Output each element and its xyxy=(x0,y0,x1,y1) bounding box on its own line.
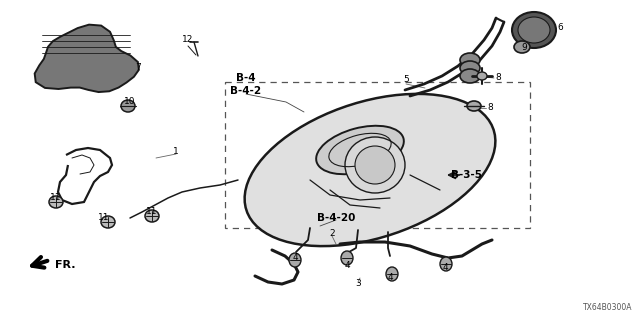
Text: 4: 4 xyxy=(442,263,448,273)
Text: 4: 4 xyxy=(344,260,350,269)
Text: 8: 8 xyxy=(487,103,493,113)
Ellipse shape xyxy=(514,41,530,53)
Ellipse shape xyxy=(460,53,480,67)
Ellipse shape xyxy=(145,210,159,222)
Text: 10: 10 xyxy=(124,98,136,107)
Text: 3: 3 xyxy=(355,279,361,289)
Ellipse shape xyxy=(477,72,487,80)
Ellipse shape xyxy=(345,137,405,193)
Ellipse shape xyxy=(341,251,353,265)
Text: B-4: B-4 xyxy=(236,73,256,83)
Ellipse shape xyxy=(49,196,63,208)
Text: 11: 11 xyxy=(147,207,157,217)
Text: 9: 9 xyxy=(521,44,527,52)
Text: 6: 6 xyxy=(557,23,563,33)
Ellipse shape xyxy=(460,61,480,75)
Text: 8: 8 xyxy=(495,74,501,83)
Polygon shape xyxy=(35,25,139,92)
Text: 2: 2 xyxy=(329,229,335,238)
Text: 7: 7 xyxy=(135,63,141,73)
Ellipse shape xyxy=(101,216,115,228)
Text: 4: 4 xyxy=(292,253,298,262)
Text: 11: 11 xyxy=(51,194,61,203)
Ellipse shape xyxy=(460,69,480,83)
Ellipse shape xyxy=(289,253,301,267)
Ellipse shape xyxy=(440,257,452,271)
Text: 12: 12 xyxy=(182,36,194,44)
Ellipse shape xyxy=(518,17,550,43)
Text: B-3-5: B-3-5 xyxy=(451,170,483,180)
Text: B-4-20: B-4-20 xyxy=(317,213,355,223)
Polygon shape xyxy=(244,94,495,246)
Ellipse shape xyxy=(386,267,398,281)
Text: 4: 4 xyxy=(387,274,393,283)
Text: 11: 11 xyxy=(99,213,109,222)
Text: 1: 1 xyxy=(173,148,179,156)
Ellipse shape xyxy=(467,101,481,111)
Text: FR.: FR. xyxy=(55,260,76,270)
Ellipse shape xyxy=(355,146,395,184)
Text: 5: 5 xyxy=(403,76,409,84)
Ellipse shape xyxy=(121,100,135,112)
Ellipse shape xyxy=(316,126,404,174)
Text: TX64B0300A: TX64B0300A xyxy=(582,303,632,312)
Bar xyxy=(225,82,530,228)
Ellipse shape xyxy=(512,12,556,48)
Text: B-4-2: B-4-2 xyxy=(230,86,262,96)
